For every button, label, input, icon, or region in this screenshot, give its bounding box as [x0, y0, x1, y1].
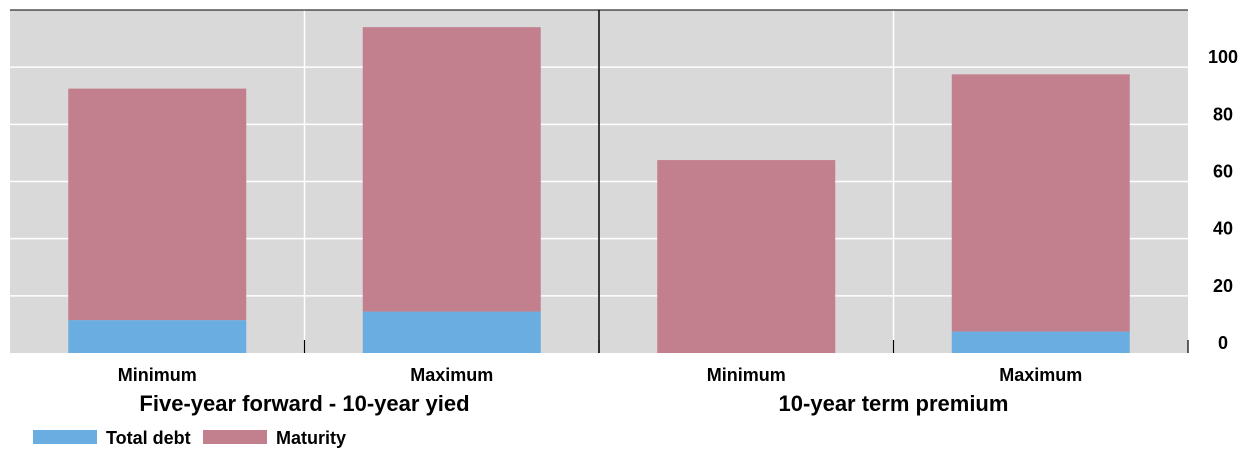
category-label-1: Maximum: [410, 365, 493, 385]
bar-total-debt-1: [362, 311, 541, 353]
bar-total-debt-0: [68, 320, 247, 353]
category-labels: Minimum Maximum Minimum Maximum: [118, 365, 1083, 385]
y-tick-label-0: 0: [1218, 333, 1228, 353]
bar-maturity-2: [657, 160, 836, 353]
y-tick-label-80: 80: [1213, 104, 1233, 124]
y-tick-label-60: 60: [1213, 162, 1233, 182]
legend-label-0: Total debt: [106, 428, 191, 448]
category-label-3: Maximum: [999, 365, 1082, 385]
group-label-1: 10-year term premium: [779, 391, 1009, 416]
y-tick-labels: 0 20 40 60 80 100: [1208, 47, 1238, 353]
bar-maturity-3: [951, 74, 1130, 332]
y-tick-label-20: 20: [1213, 276, 1233, 296]
group-label-0: Five-year forward - 10-year yied: [139, 391, 469, 416]
category-label-2: Minimum: [707, 365, 786, 385]
legend-swatch-0: [33, 430, 97, 444]
axes: [10, 9, 1189, 353]
bar-maturity-1: [362, 27, 541, 312]
legend-swatch-1: [203, 430, 267, 444]
y-tick-label-40: 40: [1213, 219, 1233, 239]
legend-label-1: Maturity: [276, 428, 346, 448]
y-tick-label-100: 100: [1208, 47, 1238, 67]
bars: [68, 27, 1130, 353]
legend: Total debt Maturity: [33, 428, 346, 448]
group-labels: Five-year forward - 10-year yied 10-year …: [139, 391, 1008, 416]
bar-maturity-0: [68, 88, 247, 321]
bar-total-debt-3: [951, 331, 1130, 353]
category-label-0: Minimum: [118, 365, 197, 385]
